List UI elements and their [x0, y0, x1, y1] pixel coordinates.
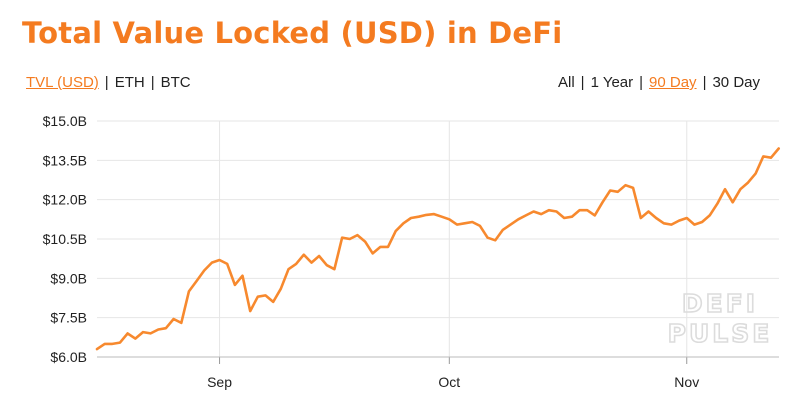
y-tick-label: $9.0B [50, 270, 87, 286]
watermark-line-2: PULSE [668, 319, 773, 348]
toggle-separator: | [150, 74, 155, 91]
series-line [95, 147, 780, 351]
toggle-separator: | [580, 74, 585, 91]
x-tick-label: Sep [207, 374, 232, 390]
range-toggle: All | 1 Year | 90 Day | 30 Day [558, 74, 760, 91]
x-tick-label: Nov [674, 374, 699, 390]
range-all[interactable]: All [558, 74, 575, 91]
y-tick-label: $6.0B [50, 349, 87, 365]
range-90-day[interactable]: 90 Day [649, 74, 697, 91]
toggle-separator: | [702, 74, 707, 91]
toggle-tvl-usd[interactable]: TVL (USD) [26, 74, 99, 91]
toggle-separator: | [104, 74, 109, 91]
range-30-day[interactable]: 30 Day [712, 74, 760, 91]
range-1-year[interactable]: 1 Year [590, 74, 634, 91]
grid-lines [97, 120, 779, 357]
watermark: DEFI PULSE [667, 288, 773, 349]
y-tick-label: $13.5B [43, 152, 87, 168]
x-tick-label: Oct [438, 374, 460, 390]
y-tick-label: $7.5B [50, 310, 87, 326]
y-axis: $6.0B $7.5B $9.0B $10.5B $12.0B $13.5B $15.0B [43, 113, 87, 365]
toggle-btc[interactable]: BTC [160, 74, 191, 91]
toggle-separator: | [639, 74, 644, 91]
toggle-eth[interactable]: ETH [114, 74, 145, 91]
page-title: Total Value Locked (USD) in DeFi [22, 16, 563, 50]
metric-toggle: TVL (USD) | ETH | BTC [26, 74, 191, 91]
y-tick-label: $10.5B [43, 231, 87, 247]
y-tick-label: $12.0B [43, 192, 87, 208]
x-axis: Sep Oct Nov [207, 357, 699, 390]
y-tick-label: $15.0B [43, 113, 87, 129]
watermark-line-1: DEFI [682, 289, 758, 318]
